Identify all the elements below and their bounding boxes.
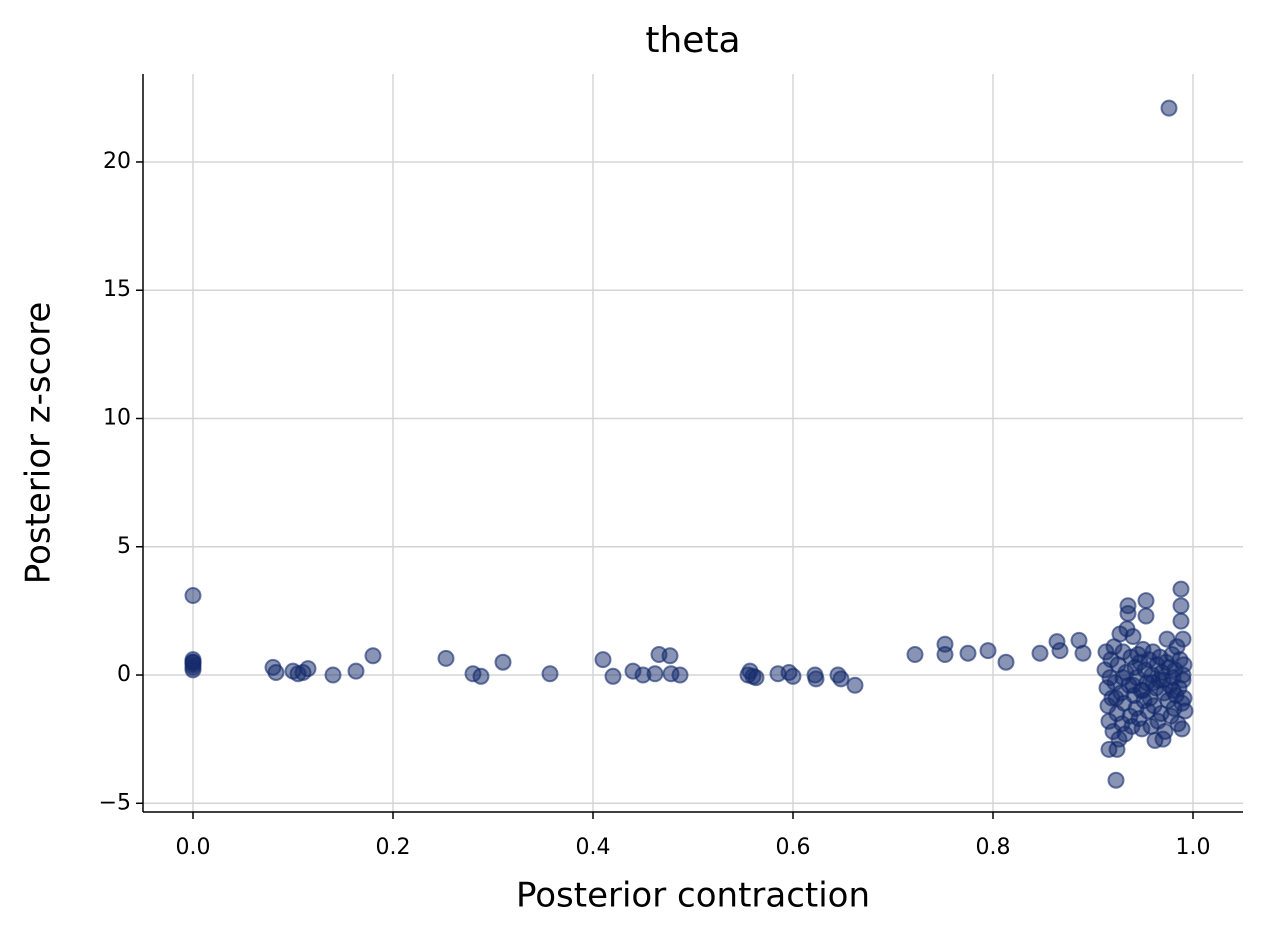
scatter-point bbox=[594, 651, 612, 669]
scatter-point bbox=[997, 653, 1015, 671]
scatter-point bbox=[1164, 681, 1182, 699]
scatter-point bbox=[807, 670, 825, 688]
scatter-point bbox=[267, 663, 285, 681]
scatter-point bbox=[1107, 689, 1125, 707]
scatter-point bbox=[1174, 666, 1192, 684]
scatter-point bbox=[1160, 99, 1178, 117]
x-tick-label: 0.2 bbox=[376, 835, 411, 860]
x-tick-label: 0.0 bbox=[176, 835, 211, 860]
scatter-point bbox=[472, 667, 490, 685]
scatter-point bbox=[1097, 643, 1115, 661]
y-tick-label: 0 bbox=[117, 662, 131, 687]
y-tick-label: −5 bbox=[99, 790, 131, 815]
x-tick-label: 0.6 bbox=[776, 835, 811, 860]
scatter-point bbox=[1154, 671, 1172, 689]
scatter-point bbox=[437, 649, 455, 667]
scatter-point bbox=[494, 653, 512, 671]
scatter-point bbox=[184, 586, 202, 604]
scatter-point bbox=[1137, 592, 1155, 610]
x-tick-label: 0.8 bbox=[976, 835, 1011, 860]
scatter-point bbox=[541, 665, 559, 683]
scatter-point bbox=[959, 644, 977, 662]
scatter-point bbox=[1119, 604, 1137, 622]
scatter-point bbox=[646, 665, 664, 683]
scatter-point bbox=[979, 642, 997, 660]
scatter-point bbox=[1156, 722, 1174, 740]
scatter-point bbox=[184, 653, 202, 671]
x-axis-label: Posterior contraction bbox=[516, 876, 870, 916]
y-axis-label: Posterior z-score bbox=[19, 302, 59, 585]
scatter-point bbox=[832, 670, 850, 688]
y-tick-label: 10 bbox=[103, 406, 131, 431]
scatter-point bbox=[1172, 597, 1190, 615]
x-tick-label: 1.0 bbox=[1176, 835, 1211, 860]
y-tick-label: 15 bbox=[103, 277, 131, 302]
y-tick-label: 5 bbox=[117, 534, 131, 559]
scatter-point bbox=[936, 645, 954, 663]
scatter-point bbox=[1172, 612, 1190, 630]
scatter-point bbox=[364, 647, 382, 665]
scatter-point bbox=[1051, 642, 1069, 660]
scatter-point bbox=[324, 666, 342, 684]
scatter-point bbox=[1124, 628, 1142, 646]
scatter-point bbox=[671, 666, 689, 684]
x-tick-label: 0.4 bbox=[576, 835, 611, 860]
scatter-point bbox=[299, 660, 317, 678]
scatter-point bbox=[784, 667, 802, 685]
scatter-point bbox=[604, 667, 622, 685]
scatter-point bbox=[846, 676, 864, 694]
scatter-point bbox=[1137, 607, 1155, 625]
scatter-point bbox=[1172, 580, 1190, 598]
chart-title: theta bbox=[645, 20, 740, 61]
scatter-point bbox=[1173, 720, 1191, 738]
scatter-point bbox=[747, 669, 765, 687]
y-tick-label: 20 bbox=[103, 149, 131, 174]
scatter-point bbox=[1074, 644, 1092, 662]
scatter-point bbox=[661, 647, 679, 665]
scatter-point bbox=[347, 662, 365, 680]
scatter-point bbox=[1107, 771, 1125, 789]
scatter-point bbox=[1031, 644, 1049, 662]
scatter-point bbox=[906, 645, 924, 663]
